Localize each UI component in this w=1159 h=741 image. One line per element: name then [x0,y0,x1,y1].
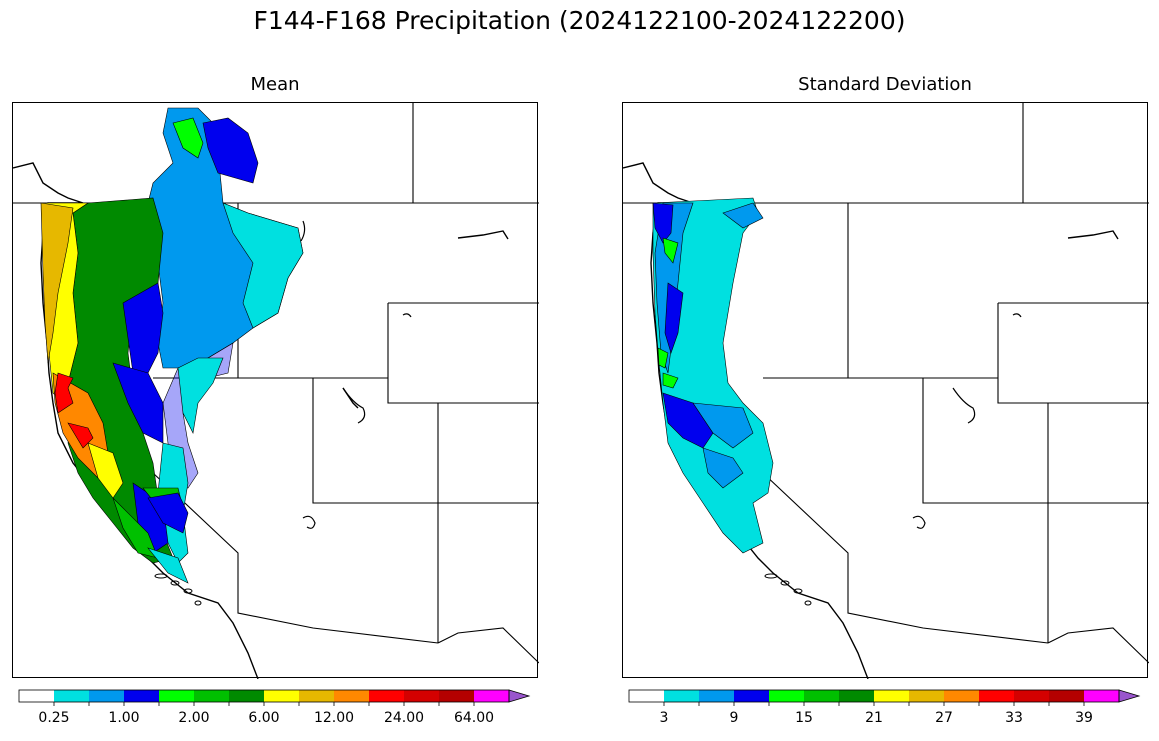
colorbar-segment [734,690,770,702]
mean-map-graphic [13,103,539,679]
colorbar-segment [264,690,300,702]
colorbar-tick-label: 2.00 [178,710,210,726]
mean-panel-title: Mean [250,74,300,95]
stddev-map-graphic [623,103,1149,679]
stddev-regions [652,197,774,554]
colorbar-segment [54,690,90,702]
colorbar-tick-label: 24.00 [383,710,425,726]
colorbar-segment [804,690,840,702]
mean-colorbar: 0.25 1.00 2.00 6.00 12.00 24.00 64.00 [18,689,532,739]
colorbar-segment [839,690,875,702]
colorbar-tick-label: 12.00 [313,710,355,726]
colorbar-tick-label: 3 [659,710,669,726]
colorbar-extend-arrow [1118,689,1141,703]
stddev-panel-title: Standard Deviation [798,74,972,95]
colorbar-segment [664,690,700,702]
colorbar-segment [89,690,125,702]
mean-colorbar-graphic [18,689,531,706]
stddev-lakes [912,313,1022,529]
colorbar-segment [19,690,55,702]
colorbar-tick-label: 64.00 [453,710,495,726]
colorbar-tick-label: 21 [865,710,883,726]
colorbar-tick-label: 39 [1075,710,1093,726]
colorbar-segment [629,690,665,702]
colorbar-segment [1049,690,1085,702]
colorbar-segment [979,690,1015,702]
colorbar-tick-label: 15 [795,710,813,726]
colorbar-segment [474,690,510,702]
stddev-map [622,102,1149,679]
mean-islands [154,573,202,606]
colorbar-segment [1014,690,1050,702]
colorbar-segment [909,690,945,702]
colorbar-segment [369,690,405,702]
figure-title: F144-F168 Precipitation (2024122100-2024… [253,6,906,35]
colorbar-segment [944,690,980,702]
colorbar-segment [194,690,230,702]
colorbar-tick-label: 33 [1005,710,1023,726]
colorbar-extend-arrow [508,689,531,703]
colorbar-segment [159,690,195,702]
colorbar-segment [404,690,440,702]
colorbar-segment [334,690,370,702]
colorbar-tick-label: 1.00 [108,710,140,726]
colorbar-tick-label: 9 [729,710,739,726]
colorbar-segment [299,690,335,702]
stddev-colorbar-graphic [628,689,1141,706]
colorbar-tick-label: 6.00 [248,710,280,726]
stddev-colorbar: 3 9 15 21 27 33 39 [628,689,1142,739]
colorbar-segment [124,690,160,702]
colorbar-segment [769,690,805,702]
colorbar-segment [439,690,475,702]
colorbar-segment [1084,690,1120,702]
colorbar-segment [699,690,735,702]
mean-precip-regions [40,107,304,584]
colorbar-segment [874,690,910,702]
colorbar-tick-label: 0.25 [38,710,70,726]
mean-lakes [300,220,412,529]
mean-map [12,102,539,679]
stddev-islands [764,573,812,606]
colorbar-tick-label: 27 [935,710,953,726]
colorbar-segment [229,690,265,702]
